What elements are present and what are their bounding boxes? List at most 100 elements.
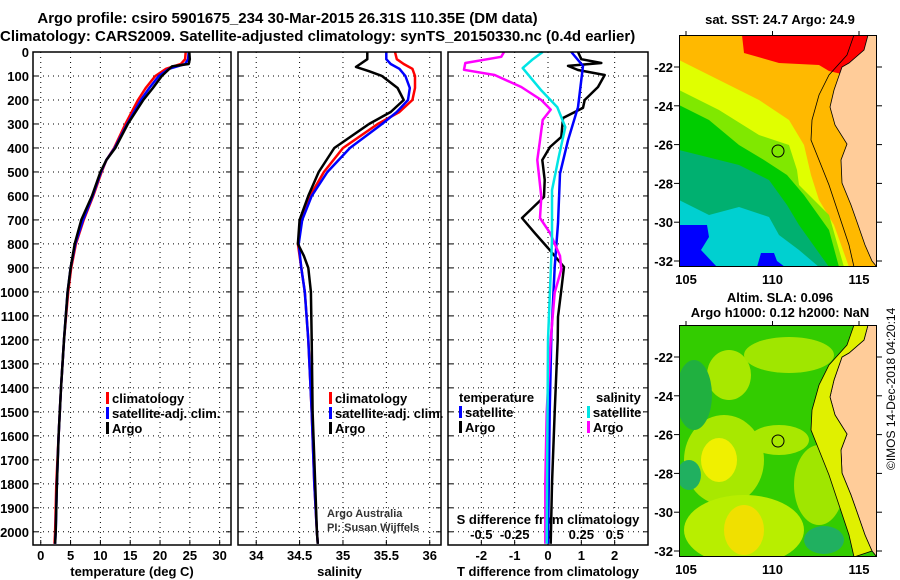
y-tick-label: 600	[7, 189, 29, 204]
series-line-argo	[53, 51, 192, 544]
sst-lat-label: -22	[654, 60, 673, 75]
series-line-satellite-adj-clim-	[297, 52, 412, 544]
series-line-t-argo	[520, 51, 606, 544]
legend-marker	[587, 421, 590, 433]
legend-marker	[106, 392, 109, 404]
x-tick-label: 1	[578, 548, 585, 563]
chart-salinity: 34 34.5 35 35.5 36 salinity climatologysatelli…	[237, 51, 443, 579]
y-tick-label: 900	[7, 261, 29, 276]
y-tick-label: 1500	[0, 405, 29, 420]
y-tick-label: 1000	[0, 285, 29, 300]
bathymetry-contour	[810, 35, 855, 267]
legend-label: Argo	[593, 420, 623, 435]
legend-marker	[459, 421, 462, 433]
x-tick-label: 10	[93, 548, 107, 563]
x-tick-label: 35	[336, 548, 350, 563]
sla-lat-label: -24	[654, 389, 674, 404]
x-tick-label: 0	[544, 548, 551, 563]
y-tick-label: 1800	[0, 477, 29, 492]
y-tick-label: 800	[7, 237, 29, 252]
legend-marker	[106, 407, 109, 419]
sst-blue-patch	[757, 253, 785, 267]
legend-marker	[106, 422, 109, 434]
x-tick-label: 2	[611, 548, 618, 563]
sla-blob	[749, 425, 809, 455]
sla-blob	[679, 360, 712, 430]
legend-label: Argo	[112, 421, 142, 436]
sla-blob	[701, 438, 737, 482]
x2-tick-label: 0.5	[606, 527, 624, 542]
map-frame	[679, 325, 877, 557]
legend-marker	[329, 407, 332, 419]
y-tick-label: 1600	[0, 429, 29, 444]
series-line-argo	[296, 52, 405, 544]
legend-label: Argo	[335, 421, 365, 436]
x2-tick-label: -0.25	[500, 527, 530, 542]
x-tick-label: 34.5	[287, 548, 312, 563]
y-tick-label: 400	[7, 141, 29, 156]
y-tick-label: 700	[7, 213, 29, 228]
legend-label: climatology	[335, 391, 408, 406]
sla-lat-label: -22	[654, 350, 673, 365]
sst-map-title: sat. SST: 24.7 Argo: 24.9	[705, 12, 855, 27]
x-tick-label: -2	[476, 548, 488, 563]
legend-marker	[329, 392, 332, 404]
sla-blob	[707, 350, 751, 400]
sla-lat-label: -26	[654, 428, 673, 443]
sst-lat-label: -28	[654, 176, 673, 191]
chart-difference: -2 -1 0 1 2T difference from climatology -0.5…	[447, 50, 649, 579]
sla-lat-label: -32	[654, 544, 673, 559]
land	[829, 35, 877, 267]
sst-blue-patch	[679, 225, 717, 267]
sla-lon-label: 105	[675, 562, 697, 577]
x-tick-label: 35.5	[374, 548, 399, 563]
y-tick-label: 100	[7, 69, 29, 84]
sst-lat-label: -24	[654, 99, 674, 114]
legend-heading-salinity: salinity	[596, 390, 642, 405]
x-tick-label: 5	[67, 548, 74, 563]
sst-lon-label: 110	[762, 272, 783, 287]
series-line-s-satellite	[521, 50, 567, 544]
x-tick-label: 20	[153, 548, 167, 563]
x-tick-label: 15	[123, 548, 137, 563]
x-axis-label: temperature (deg C)	[70, 564, 194, 579]
series-line-climatology	[53, 51, 187, 544]
sst-lat-label: -30	[654, 215, 673, 230]
legend-label: Argo	[465, 420, 495, 435]
legend-label: satellite	[465, 405, 513, 420]
plot-frame	[237, 51, 442, 546]
y-tick-label: 1900	[0, 501, 29, 516]
credit-annotation: PI: Susan Wijffels	[327, 522, 419, 534]
float-position-marker	[771, 144, 785, 158]
y-tick-label: 300	[7, 117, 29, 132]
legend-label: satellite	[593, 405, 641, 420]
sla-lon-label: 110	[762, 562, 783, 577]
sst-lat-label: -26	[654, 138, 673, 153]
y-tick-label: 2000	[0, 525, 29, 540]
x-tick-label: 25	[183, 548, 197, 563]
legend-marker	[459, 406, 462, 418]
legend-label: climatology	[112, 391, 185, 406]
legend-marker	[587, 406, 590, 418]
sla-lat-label: -30	[654, 505, 673, 520]
y-tick-label: 500	[7, 165, 29, 180]
series-line-satellite-adj-clim-	[53, 51, 190, 544]
y-tick-label: 200	[7, 93, 29, 108]
chart-temperature: 0100200300400500600700800900100011001200…	[0, 45, 232, 579]
x-tick-label: 30	[212, 548, 226, 563]
x-tick-label: 0	[37, 548, 44, 563]
legend-marker	[329, 422, 332, 434]
legend-label: satellite-adj. clim.	[112, 406, 220, 421]
x-axis-label: salinity	[317, 564, 363, 579]
y-tick-label: 1100	[1, 309, 29, 324]
x-axis-label: T difference from climatology	[457, 564, 640, 579]
sla-lon-label: 115	[849, 562, 870, 577]
copyright-label: ©IMOS 14-Dec-2018 04:20:14	[884, 307, 898, 470]
series-line-s-argo	[462, 51, 563, 544]
credit-annotation: Argo Australia	[327, 508, 403, 520]
sst-lon-label: 115	[849, 272, 870, 287]
x-tick-label: 34	[249, 548, 264, 563]
sst-lon-label: 105	[675, 272, 697, 287]
sla-lat-label: -28	[654, 466, 673, 481]
sst-cyan-region	[679, 200, 819, 267]
